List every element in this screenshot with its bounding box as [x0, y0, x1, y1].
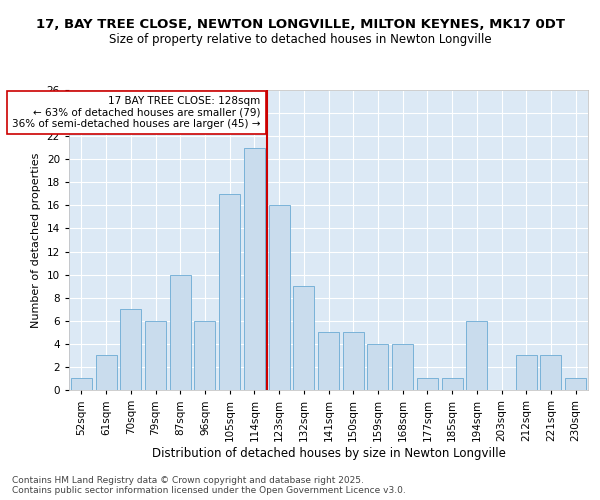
Bar	[367, 344, 388, 390]
Text: 17, BAY TREE CLOSE, NEWTON LONGVILLE, MILTON KEYNES, MK17 0DT: 17, BAY TREE CLOSE, NEWTON LONGVILLE, MI…	[35, 18, 565, 30]
Bar	[145, 321, 166, 390]
Bar	[71, 378, 92, 390]
X-axis label: Distribution of detached houses by size in Newton Longville: Distribution of detached houses by size …	[152, 446, 505, 460]
Bar	[219, 194, 240, 390]
Bar	[541, 356, 562, 390]
Bar	[95, 356, 116, 390]
Bar	[466, 321, 487, 390]
Bar	[318, 332, 339, 390]
Y-axis label: Number of detached properties: Number of detached properties	[31, 152, 41, 328]
Bar	[343, 332, 364, 390]
Bar	[170, 274, 191, 390]
Text: 17 BAY TREE CLOSE: 128sqm
← 63% of detached houses are smaller (79)
36% of semi-: 17 BAY TREE CLOSE: 128sqm ← 63% of detac…	[12, 96, 260, 129]
Bar	[516, 356, 537, 390]
Bar	[120, 309, 141, 390]
Bar	[565, 378, 586, 390]
Text: Size of property relative to detached houses in Newton Longville: Size of property relative to detached ho…	[109, 32, 491, 46]
Bar	[392, 344, 413, 390]
Text: Contains HM Land Registry data © Crown copyright and database right 2025.
Contai: Contains HM Land Registry data © Crown c…	[12, 476, 406, 495]
Bar	[269, 206, 290, 390]
Bar	[244, 148, 265, 390]
Bar	[194, 321, 215, 390]
Bar	[293, 286, 314, 390]
Bar	[417, 378, 438, 390]
Bar	[442, 378, 463, 390]
